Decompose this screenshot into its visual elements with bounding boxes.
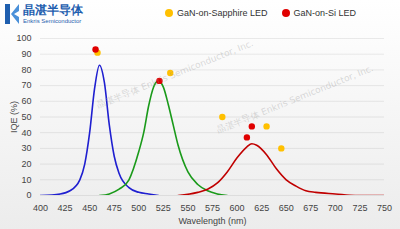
- svg-text:500: 500: [131, 203, 146, 213]
- svg-text:40: 40: [21, 128, 31, 138]
- svg-text:100: 100: [16, 33, 31, 43]
- svg-text:400: 400: [33, 203, 48, 213]
- svg-text:70: 70: [21, 80, 31, 90]
- svg-text:90: 90: [21, 49, 31, 59]
- html-text:Enkris Semiconductor: Enkris Semiconductor: [23, 17, 82, 24]
- svg-text:700: 700: [328, 203, 343, 213]
- svg-text:30: 30: [21, 143, 31, 153]
- html-text:GaN-on-Sapphire LED: GaN-on-Sapphire LED: [177, 8, 268, 18]
- svg-text:20: 20: [21, 159, 31, 169]
- svg-text:425: 425: [58, 203, 73, 213]
- svg-text:IQE (%): IQE (%): [9, 101, 19, 133]
- html-text:GaN-on-Si LED: GaN-on-Si LED: [293, 8, 357, 18]
- svg-text:Wavelength (nm): Wavelength (nm): [178, 216, 246, 226]
- svg-text:650: 650: [279, 203, 294, 213]
- svg-text:10: 10: [21, 175, 31, 185]
- svg-text:675: 675: [303, 203, 318, 213]
- svg-text:475: 475: [107, 203, 122, 213]
- html-text:晶湛半导体: 晶湛半导体: [23, 2, 83, 17]
- svg-text:80: 80: [21, 65, 31, 75]
- svg-text:50: 50: [21, 112, 31, 122]
- svg-text:750: 750: [377, 203, 392, 213]
- svg-text:550: 550: [180, 203, 195, 213]
- svg-text:60: 60: [21, 96, 31, 106]
- svg-text:0: 0: [26, 190, 31, 200]
- html-text:晶湛半导体 Enkris Semiconductor, In: 晶湛半导体 Enkris Semiconductor, Inc.: [215, 63, 375, 136]
- svg-text:525: 525: [156, 203, 171, 213]
- svg-text:625: 625: [254, 203, 269, 213]
- html-text:晶湛半导体 Enkris Semiconductor, In: 晶湛半导体 Enkris Semiconductor, Inc.: [95, 38, 255, 111]
- svg-text:450: 450: [82, 203, 97, 213]
- svg-text:725: 725: [352, 203, 367, 213]
- svg-text:575: 575: [205, 203, 220, 213]
- svg-text:600: 600: [230, 203, 245, 213]
